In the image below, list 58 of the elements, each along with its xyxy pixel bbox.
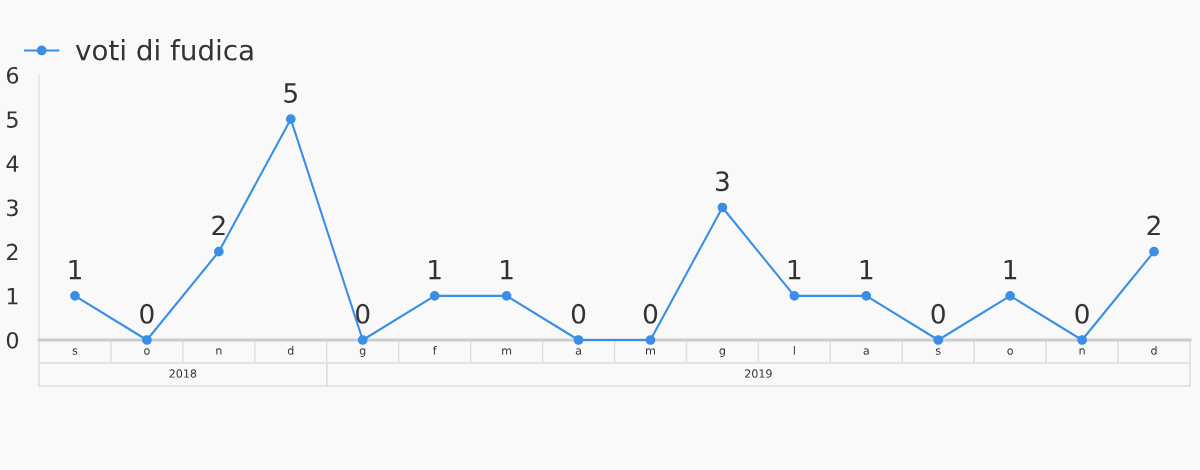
x-tick-label: m	[502, 348, 512, 355]
text: 2018	[169, 369, 197, 378]
point	[1077, 335, 1087, 345]
x-tick-label: d	[1151, 346, 1157, 355]
x-tick-label: g	[719, 348, 725, 357]
data-label: 2	[1147, 215, 1160, 236]
x-tick-label: s	[935, 348, 941, 355]
point	[285, 114, 296, 125]
point	[717, 202, 728, 213]
point	[1005, 290, 1016, 301]
data-label: 0	[356, 303, 370, 324]
x-tick-label: n	[1079, 348, 1085, 355]
x-tick-label: o	[144, 348, 150, 355]
x-tick-label: n	[216, 348, 222, 355]
y-tick-label: 6	[6, 66, 19, 84]
x-tick-label: f	[432, 346, 437, 355]
text: 2019	[745, 369, 772, 378]
data-label: 1	[501, 260, 513, 280]
data-label: 5	[284, 83, 297, 103]
y-tick-label: 0	[6, 331, 19, 349]
point	[213, 246, 224, 257]
point	[142, 335, 152, 345]
y-tick-label: 3	[7, 199, 18, 217]
x-tick-label: s	[72, 348, 78, 355]
data-label: 2	[212, 215, 225, 236]
x-tick-label: a	[575, 348, 581, 355]
data-label: 0	[1075, 303, 1089, 324]
data-label: 3	[716, 171, 729, 192]
point	[429, 290, 440, 301]
data-label: 1	[1004, 260, 1017, 280]
data-label: 0	[571, 303, 586, 324]
data-label: 0	[643, 303, 658, 324]
point	[861, 290, 872, 301]
point	[70, 290, 80, 301]
data-label: 1	[860, 260, 873, 280]
x-tick-label: l	[793, 346, 795, 355]
y-tick-label: 1	[7, 288, 18, 305]
y-tick-label: 5	[7, 111, 18, 128]
data-label: 0	[140, 303, 154, 324]
y-tick-label: 4	[6, 155, 19, 172]
data-label: 1	[69, 260, 81, 280]
point	[573, 335, 584, 345]
x-tick-label: d	[287, 346, 294, 355]
data-label: 0	[931, 303, 945, 324]
legend-label: voti di fudica	[75, 39, 253, 61]
y-tick-label: 2	[7, 243, 18, 261]
point	[357, 335, 368, 345]
x-tick-label: a	[863, 348, 869, 355]
point	[1149, 246, 1159, 257]
x-tick-label: m	[646, 348, 655, 355]
x-tick-label: g	[359, 348, 366, 357]
point	[789, 290, 800, 301]
point	[645, 335, 656, 345]
data-label: 1	[788, 260, 801, 280]
x-tick-label: o	[1007, 348, 1013, 355]
point	[933, 335, 944, 345]
point	[501, 290, 512, 301]
data-label: 1	[429, 260, 441, 280]
